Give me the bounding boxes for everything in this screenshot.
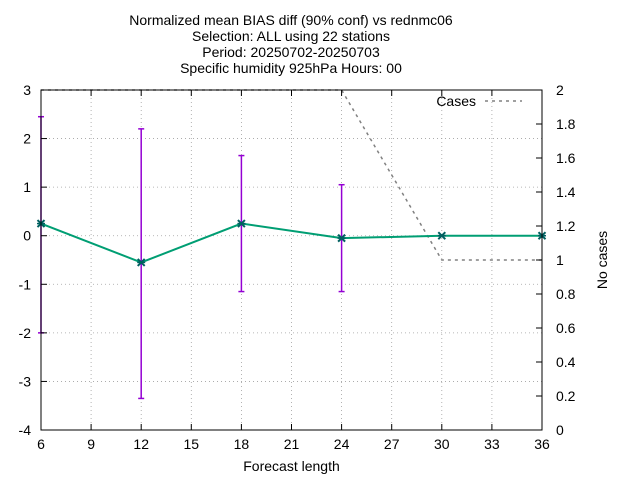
y2-tick-label: 1.4	[556, 184, 576, 200]
data-point	[136, 258, 146, 267]
y-tick-label: -1	[19, 276, 32, 292]
y2-axis-label: No cases	[594, 231, 610, 289]
chart-title: Normalized mean BIAS diff (90% conf) vs …	[129, 12, 453, 76]
data-point	[337, 233, 346, 243]
y2-tick-label: 0.6	[556, 320, 576, 336]
y-tick-label: 3	[23, 82, 31, 98]
x-tick-label: 27	[384, 436, 400, 452]
x-tick-label: 9	[87, 436, 95, 452]
y-tick-label: 2	[23, 131, 31, 147]
data-point	[237, 219, 246, 228]
y-tick-label: 0	[23, 228, 31, 244]
axis-ticks: 6 9 12 15 18 21 24 27 30 33 363210-1-2-3-421.81.61…	[19, 82, 576, 452]
y2-tick-label: 1.2	[556, 218, 576, 234]
y2-tick-label: 0	[556, 422, 564, 438]
x-tick-label: 12	[133, 436, 149, 452]
y2-tick-label: 1	[556, 252, 564, 268]
x-tick-label: 15	[184, 436, 200, 452]
x-tick-label: 21	[284, 436, 300, 452]
bias-line	[40, 222, 542, 264]
y2-tick-label: 0.4	[556, 354, 576, 370]
x-axis-label: Forecast length	[243, 458, 340, 474]
title-line: Selection: ALL using 22 stations	[192, 28, 390, 44]
x-tick-label: 36	[534, 436, 550, 452]
y2-tick-label: 0.2	[556, 388, 576, 404]
y2-tick-label: 1.6	[556, 150, 576, 166]
y2-tick-label: 1.8	[556, 116, 576, 132]
data-point	[437, 231, 447, 240]
x-tick-label: 33	[484, 436, 500, 452]
x-tick-label: 6	[37, 436, 45, 452]
y2-tick-label: 2	[556, 82, 564, 98]
title-line: Normalized mean BIAS diff (90% conf) vs …	[129, 12, 453, 28]
y2-tick-label: 0.8	[556, 286, 576, 302]
x-tick-label: 18	[234, 436, 250, 452]
title-line: Period: 20250702-20250703	[202, 44, 380, 60]
x-tick-label: 30	[434, 436, 450, 452]
y-tick-label: -4	[19, 422, 32, 438]
legend-label-cases: Cases	[436, 93, 476, 109]
y-tick-label: -3	[19, 373, 32, 389]
y-tick-label: 1	[23, 179, 31, 195]
y-tick-label: -2	[19, 325, 32, 341]
grid-lines	[41, 90, 542, 430]
title-line: Specific humidity 925hPa Hours: 00	[180, 60, 402, 76]
x-tick-label: 24	[334, 436, 350, 452]
legend: Cases	[436, 93, 522, 109]
